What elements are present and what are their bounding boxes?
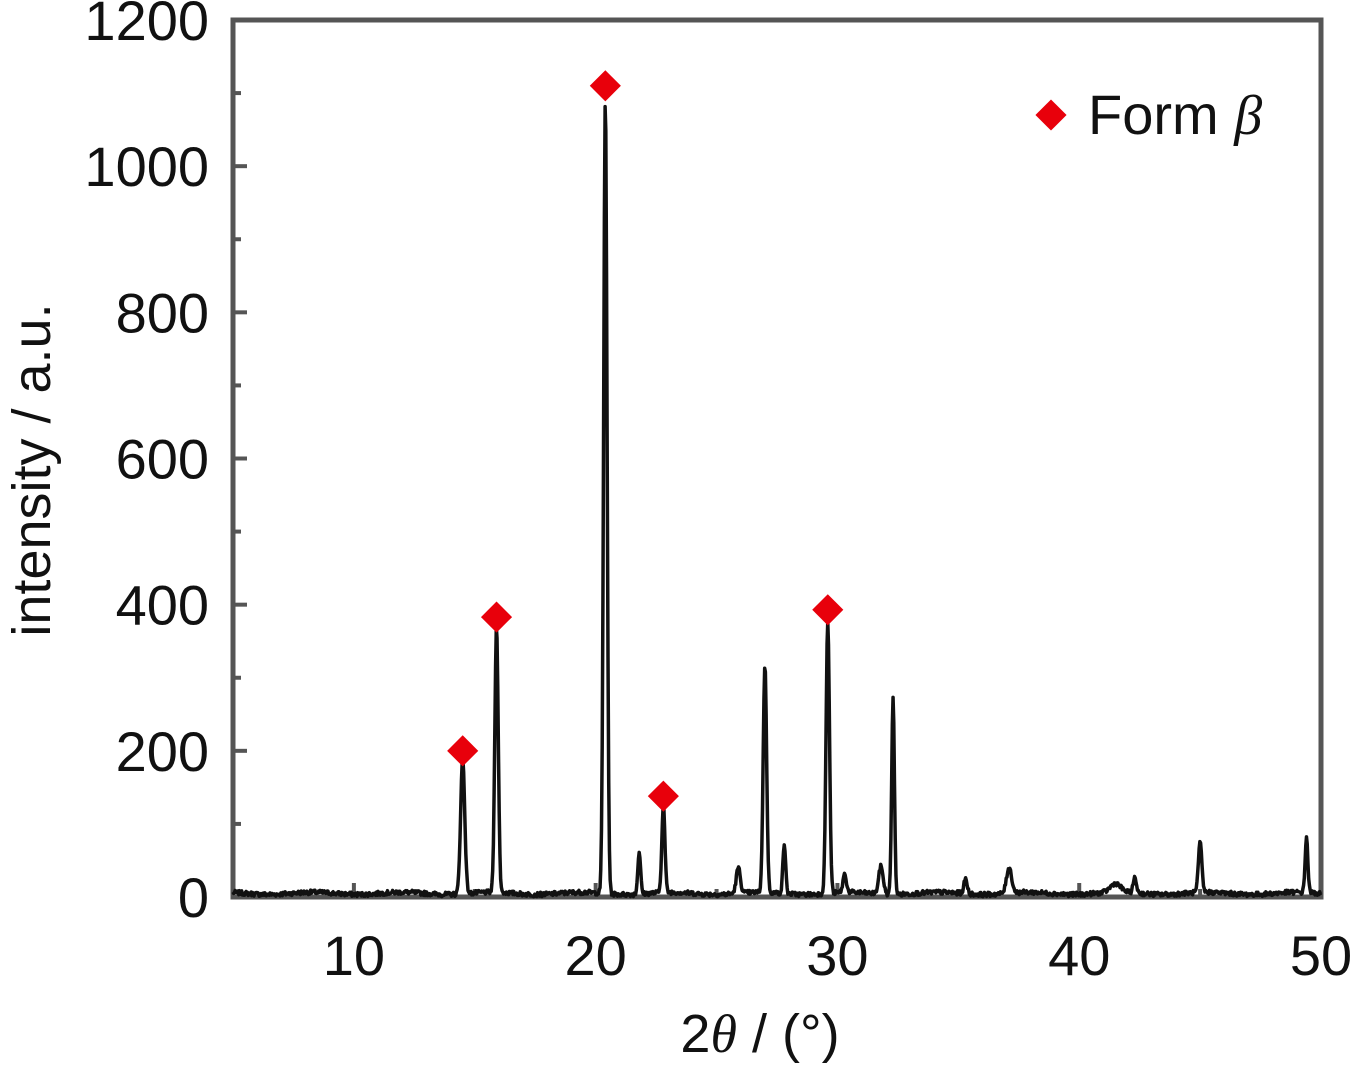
y-tick-label: 800 [116, 281, 209, 344]
legend-label: Form β [1088, 83, 1262, 147]
y-tick-label: 600 [116, 428, 209, 491]
legend-marker-diamond [1035, 99, 1067, 131]
y-axis-title: intensity / a.u. [2, 303, 62, 636]
form-beta-markers [447, 70, 844, 812]
y-tick-label: 1200 [84, 0, 209, 52]
y-tick-label: 200 [116, 720, 209, 783]
form-beta-marker [480, 601, 513, 633]
y-tick-label: 1000 [84, 135, 209, 198]
y-tick-label: 400 [116, 574, 209, 637]
x-axis-title: 2θ / (°) [680, 1004, 839, 1064]
legend: Form β [1035, 83, 1262, 147]
y-tick-label: 0 [178, 866, 209, 929]
diffraction-pattern-line [231, 104, 1323, 899]
y-axis-ticks [233, 18, 247, 899]
x-tick-label: 40 [1048, 924, 1110, 987]
y-axis-tick-labels: 0 200 400 600 800 1000 1200 [84, 0, 209, 929]
form-beta-marker [812, 594, 844, 626]
x-tick-label: 10 [323, 924, 385, 987]
form-beta-marker [647, 780, 679, 812]
x-tick-label: 50 [1290, 924, 1350, 987]
form-beta-marker [589, 70, 621, 102]
x-tick-label: 30 [806, 924, 868, 987]
x-axis-tick-labels: 10 20 30 40 50 [323, 924, 1350, 987]
form-beta-marker [447, 735, 479, 767]
x-tick-label: 20 [565, 924, 627, 987]
plot-frame [230, 17, 1324, 900]
